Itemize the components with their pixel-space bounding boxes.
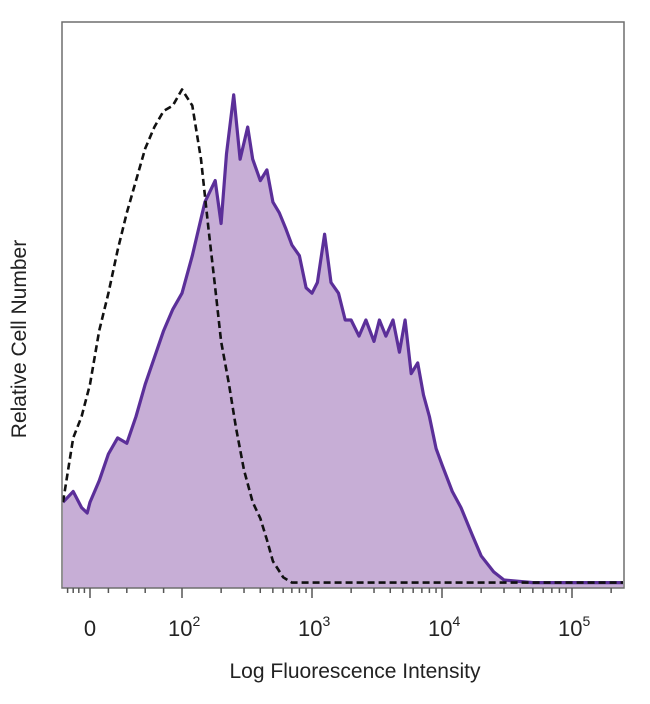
x-axis-tick-labels: 0 102 103 104 105 bbox=[84, 613, 591, 641]
filled-histogram-outline bbox=[61, 93, 623, 585]
x-tick-label: 103 bbox=[298, 613, 330, 641]
isotype-control-dashed-line bbox=[61, 88, 623, 584]
x-tick-label: 105 bbox=[558, 613, 590, 641]
y-axis-title: Relative Cell Number bbox=[8, 240, 31, 438]
filled-histogram-area bbox=[63, 94, 623, 589]
x-axis-ticks bbox=[66, 588, 612, 598]
plot-frame bbox=[61, 21, 625, 589]
x-tick-label: 104 bbox=[428, 613, 460, 641]
x-tick-label: 0 bbox=[84, 616, 96, 641]
x-tick-label: 102 bbox=[168, 613, 200, 641]
x-axis-title: Log Fluorescence Intensity bbox=[230, 660, 481, 683]
